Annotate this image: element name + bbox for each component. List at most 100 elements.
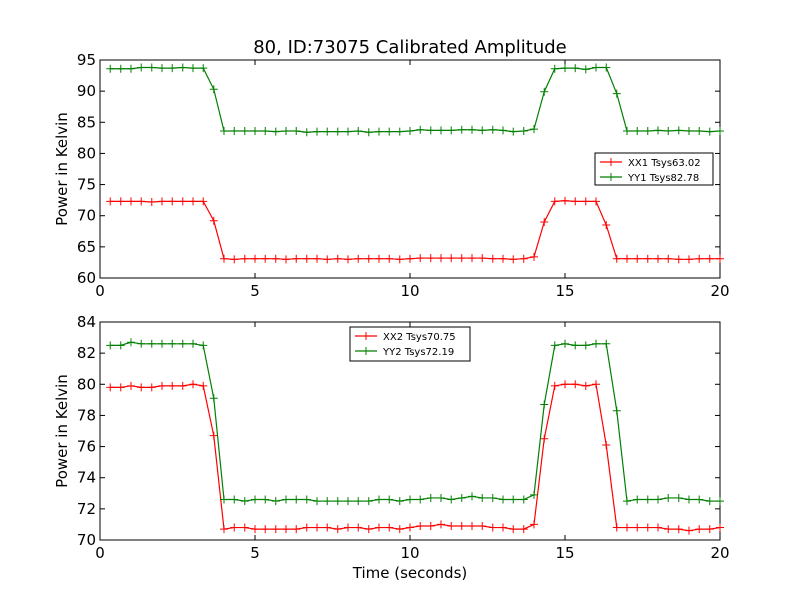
data-point-marker bbox=[147, 198, 156, 207]
x-tick-label: 5 bbox=[250, 544, 260, 562]
y-axis-label: Power in Kelvin bbox=[53, 112, 71, 226]
data-point-marker bbox=[395, 255, 404, 264]
data-point-marker bbox=[633, 495, 642, 504]
data-point-marker bbox=[447, 254, 456, 263]
data-point-marker bbox=[654, 523, 662, 532]
data-point-marker bbox=[271, 127, 280, 136]
data-point-marker bbox=[530, 125, 538, 134]
data-point-marker bbox=[199, 381, 208, 390]
data-point-marker bbox=[385, 523, 394, 532]
data-point-marker bbox=[271, 497, 280, 506]
data-point-marker bbox=[323, 497, 332, 506]
data-point-marker bbox=[230, 127, 239, 136]
x-tick-label: 15 bbox=[555, 282, 574, 300]
y-tick-label: 95 bbox=[77, 51, 96, 69]
data-point-marker bbox=[643, 495, 652, 504]
data-point-marker bbox=[168, 64, 177, 73]
data-point-marker bbox=[468, 492, 476, 501]
data-point-marker bbox=[561, 380, 569, 389]
data-point-marker bbox=[106, 197, 115, 206]
data-point-marker bbox=[406, 523, 414, 532]
data-point-marker bbox=[643, 254, 652, 263]
legend-marker bbox=[362, 347, 370, 355]
data-point-marker bbox=[592, 63, 600, 72]
data-point-marker bbox=[488, 125, 497, 134]
data-point-marker bbox=[664, 254, 673, 263]
data-point-marker bbox=[488, 254, 497, 263]
data-point-marker bbox=[406, 254, 414, 263]
data-point-marker bbox=[468, 125, 476, 134]
data-point-marker bbox=[209, 85, 218, 94]
data-point-marker bbox=[333, 497, 342, 506]
x-tick-label: 5 bbox=[250, 282, 260, 300]
y-tick-label: 74 bbox=[77, 469, 96, 487]
x-tick-label: 15 bbox=[555, 544, 574, 562]
data-point-marker bbox=[333, 525, 342, 534]
data-point-marker bbox=[344, 497, 352, 506]
data-point-marker bbox=[323, 255, 332, 264]
data-point-marker bbox=[313, 254, 321, 263]
legend-entry: XX1 Tsys63.02 bbox=[628, 158, 701, 169]
data-point-marker bbox=[220, 495, 228, 504]
data-point-marker bbox=[199, 197, 208, 206]
data-point-marker bbox=[416, 495, 425, 504]
data-point-marker bbox=[664, 493, 673, 502]
data-point-marker bbox=[643, 127, 652, 136]
data-point-marker bbox=[447, 521, 456, 530]
data-point-marker bbox=[116, 341, 125, 350]
data-point-marker bbox=[499, 254, 507, 263]
data-point-marker bbox=[137, 63, 146, 72]
data-point-marker bbox=[612, 89, 621, 98]
data-point-marker bbox=[716, 497, 724, 506]
data-point-marker bbox=[561, 339, 569, 348]
data-point-marker bbox=[685, 127, 693, 136]
x-axis-label: Time (seconds) bbox=[352, 564, 468, 582]
data-point-marker bbox=[581, 381, 590, 390]
legend-entry: YY2 Tsys72.19 bbox=[382, 347, 454, 358]
data-point-marker bbox=[561, 64, 569, 73]
data-point-marker bbox=[292, 495, 301, 504]
data-point-marker bbox=[178, 339, 187, 348]
data-point-marker bbox=[519, 254, 528, 263]
data-point-marker bbox=[189, 380, 197, 389]
data-point-marker bbox=[178, 63, 187, 72]
data-point-marker bbox=[147, 63, 156, 72]
data-point-marker bbox=[333, 254, 342, 263]
y-tick-label: 90 bbox=[77, 82, 96, 100]
y-tick-label: 70 bbox=[77, 207, 96, 225]
legend-box bbox=[594, 152, 714, 186]
data-point-marker bbox=[581, 65, 590, 74]
legend-marker bbox=[362, 332, 370, 340]
data-point-marker bbox=[695, 254, 704, 263]
legend-marker bbox=[607, 158, 615, 166]
data-point-marker bbox=[251, 254, 259, 263]
data-point-marker bbox=[685, 526, 693, 535]
data-point-marker bbox=[540, 434, 549, 443]
x-tick-label: 0 bbox=[95, 544, 105, 562]
data-point-marker bbox=[178, 381, 187, 390]
data-point-marker bbox=[437, 126, 445, 135]
y-tick-label: 70 bbox=[77, 531, 96, 549]
data-point-marker bbox=[612, 523, 621, 532]
data-point-marker bbox=[261, 254, 270, 263]
data-point-marker bbox=[251, 127, 259, 136]
data-point-marker bbox=[664, 525, 673, 534]
data-point-marker bbox=[354, 127, 363, 136]
data-point-marker bbox=[282, 255, 290, 264]
data-point-marker bbox=[705, 497, 714, 506]
data-point-marker bbox=[705, 127, 714, 136]
data-point-marker bbox=[571, 341, 580, 350]
data-point-marker bbox=[282, 127, 290, 136]
data-point-marker bbox=[695, 127, 704, 136]
data-point-marker bbox=[271, 254, 280, 263]
data-point-marker bbox=[209, 216, 218, 225]
data-point-marker bbox=[395, 497, 404, 506]
data-point-marker bbox=[674, 525, 683, 534]
y-tick-label: 72 bbox=[77, 500, 96, 518]
data-point-marker bbox=[437, 493, 445, 502]
data-point-marker bbox=[323, 127, 332, 136]
data-point-marker bbox=[251, 525, 259, 534]
data-point-marker bbox=[550, 381, 559, 390]
data-point-marker bbox=[375, 495, 383, 504]
